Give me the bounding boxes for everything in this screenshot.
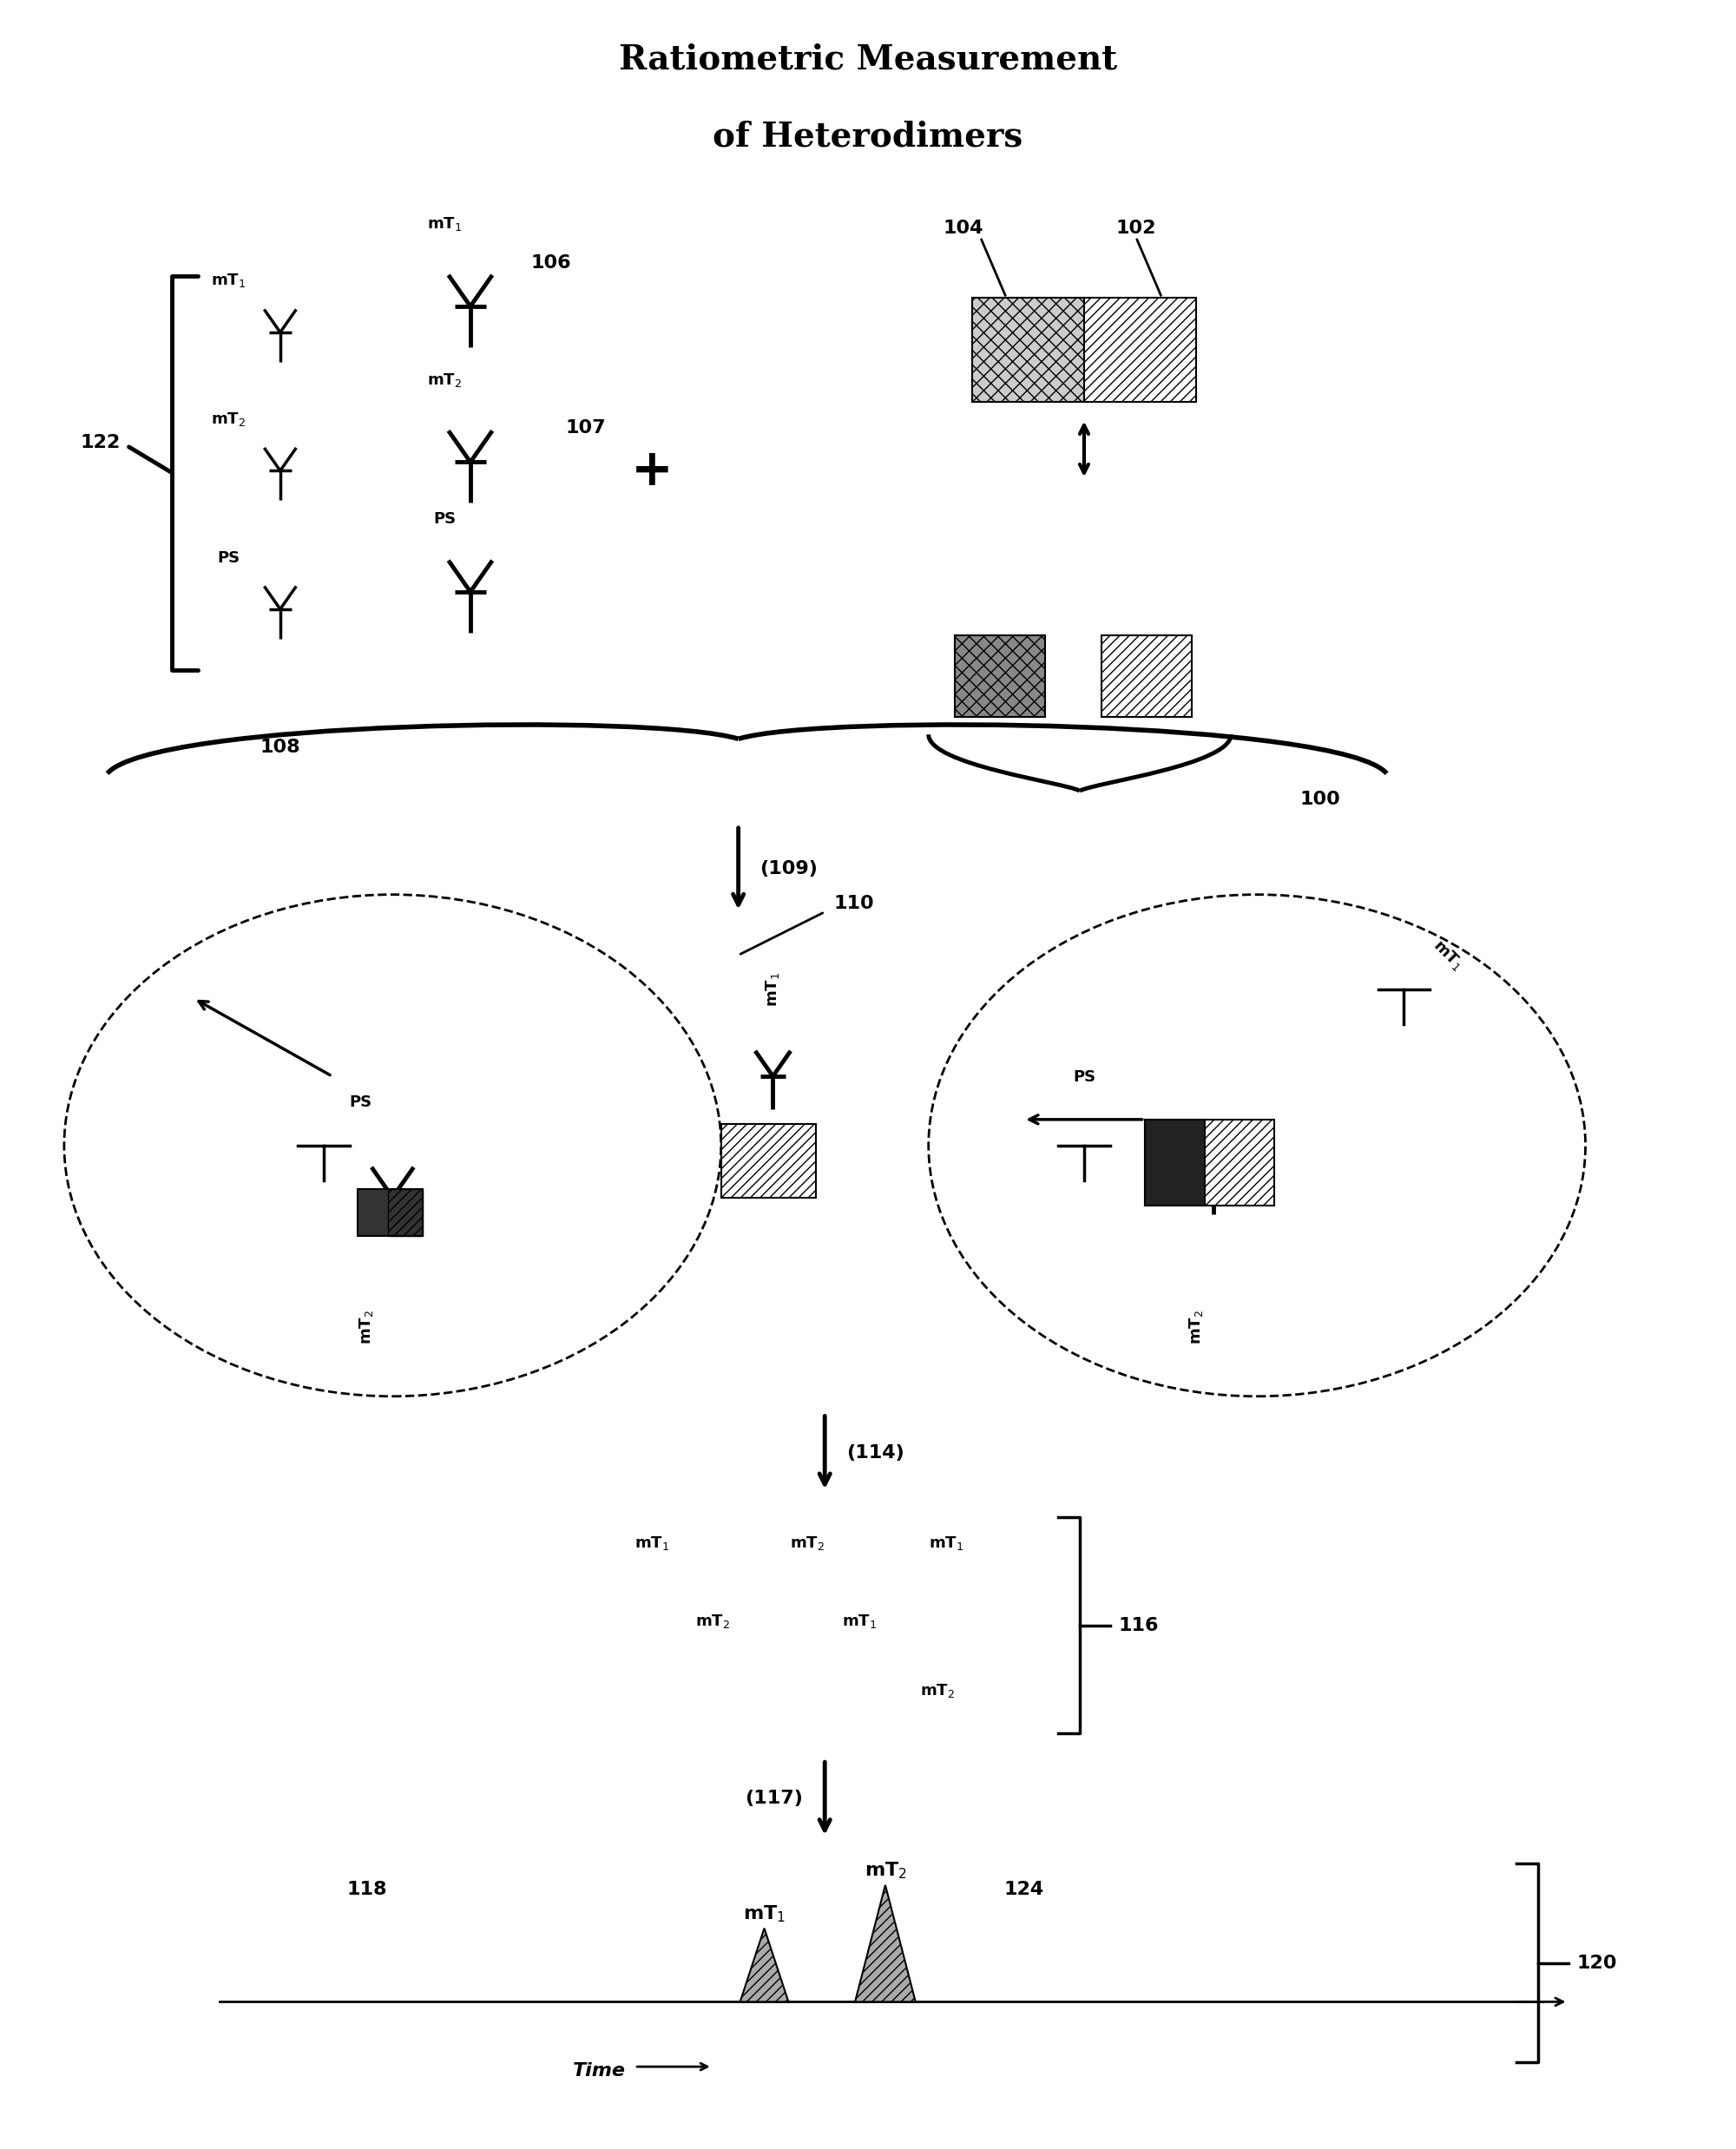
Text: 104: 104: [943, 219, 983, 236]
Text: PS: PS: [349, 1094, 372, 1111]
Text: mT$_1$: mT$_1$: [212, 271, 247, 290]
Polygon shape: [856, 1885, 915, 2001]
Text: mT$_2$: mT$_2$: [790, 1534, 825, 1552]
Text: of Heterodimers: of Heterodimers: [713, 120, 1023, 153]
Text: mT$_2$: mT$_2$: [865, 1861, 906, 1880]
Text: mT$_2$: mT$_2$: [1187, 1309, 1205, 1345]
Text: 116: 116: [1118, 1616, 1160, 1633]
Bar: [1101, 636, 1193, 718]
Bar: [955, 636, 1045, 718]
Bar: [720, 1124, 816, 1197]
Bar: [358, 1188, 424, 1236]
Text: mT$_1$: mT$_1$: [1430, 937, 1467, 973]
Text: PS: PS: [432, 511, 457, 527]
Text: mT$_1$: mT$_1$: [929, 1534, 963, 1552]
Bar: [972, 299, 1083, 402]
Text: 100: 100: [1300, 791, 1340, 808]
Text: mT$_2$: mT$_2$: [427, 372, 462, 389]
Text: mT$_1$: mT$_1$: [427, 215, 462, 232]
Text: mT$_2$: mT$_2$: [920, 1683, 955, 1700]
Text: mT$_1$: mT$_1$: [743, 1904, 785, 1923]
Text: 120: 120: [1576, 1953, 1618, 1971]
Text: (114): (114): [847, 1444, 904, 1461]
Text: 122: 122: [80, 434, 120, 451]
Text: mT$_2$: mT$_2$: [212, 410, 247, 428]
Text: 107: 107: [566, 419, 606, 436]
Bar: [1144, 1120, 1205, 1206]
Text: mT$_1$: mT$_1$: [634, 1534, 670, 1552]
Text: 106: 106: [531, 254, 571, 271]
Text: (109): (109): [760, 860, 818, 877]
Text: mT$_2$: mT$_2$: [358, 1309, 375, 1345]
Bar: [1144, 1120, 1274, 1206]
Text: mT$_1$: mT$_1$: [842, 1612, 877, 1629]
Text: mT$_1$: mT$_1$: [764, 971, 781, 1008]
Polygon shape: [740, 1928, 788, 2001]
Text: 118: 118: [347, 1880, 387, 1898]
Text: (117): (117): [745, 1790, 804, 1807]
Bar: [389, 1188, 424, 1236]
Text: +: +: [630, 447, 674, 496]
Text: Time: Time: [573, 2063, 627, 2080]
Text: 108: 108: [260, 739, 300, 756]
Text: mT$_2$: mT$_2$: [694, 1612, 729, 1629]
Text: 102: 102: [1116, 219, 1156, 236]
Text: 124: 124: [1003, 1880, 1043, 1898]
Text: Ratiometric Measurement: Ratiometric Measurement: [618, 43, 1118, 75]
Bar: [1083, 299, 1196, 402]
Text: 110: 110: [833, 894, 873, 911]
Text: PS: PS: [217, 550, 240, 565]
Text: PS: PS: [1073, 1070, 1095, 1085]
